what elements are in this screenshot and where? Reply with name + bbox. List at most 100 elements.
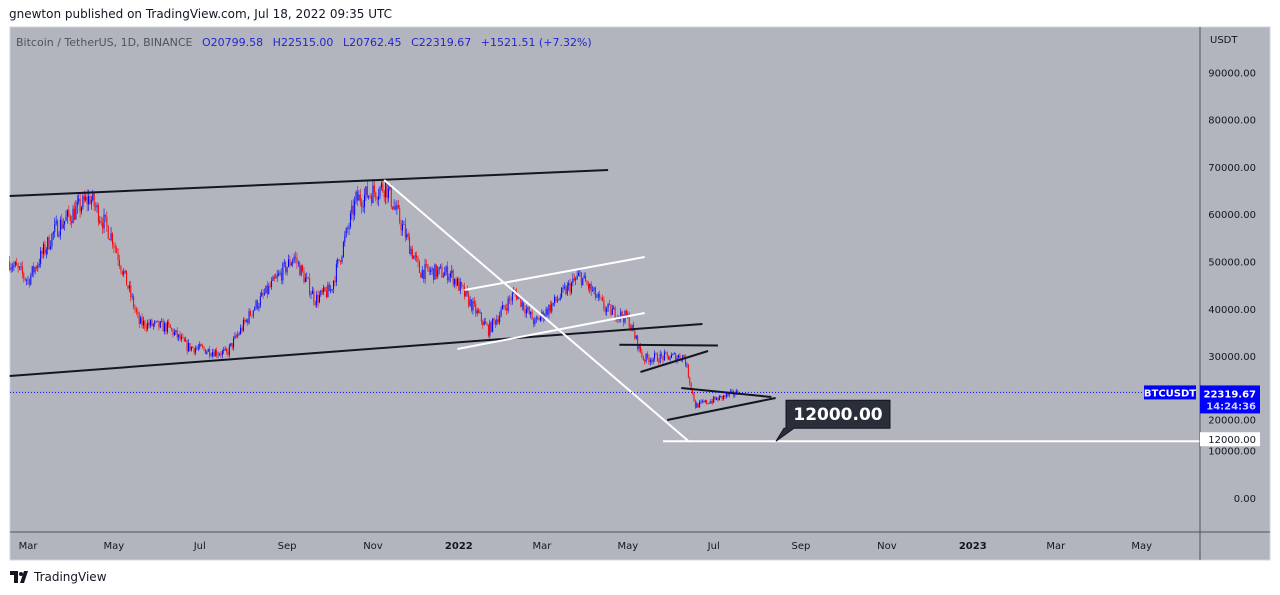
lower-channel-line[interactable] bbox=[9, 322, 703, 377]
candle bbox=[552, 302, 554, 304]
candle bbox=[265, 285, 267, 294]
candle bbox=[30, 275, 32, 285]
candle bbox=[524, 309, 526, 314]
candle bbox=[559, 297, 561, 300]
candle bbox=[431, 268, 433, 271]
tradingview-logo-icon bbox=[10, 571, 28, 583]
candle bbox=[214, 350, 216, 357]
candle bbox=[230, 343, 232, 346]
candle bbox=[447, 266, 449, 281]
candle bbox=[17, 265, 19, 268]
price-axis[interactable]: 90000.00 80000.00 70000.00 60000.00 50000.00… bbox=[1208, 68, 1256, 505]
candle bbox=[47, 237, 49, 250]
candle bbox=[620, 311, 622, 319]
candle bbox=[337, 259, 339, 264]
price-tick-label: 10000.00 bbox=[1208, 447, 1256, 458]
candle bbox=[286, 266, 288, 273]
candle bbox=[685, 356, 687, 366]
candle bbox=[535, 317, 537, 319]
candle bbox=[569, 283, 571, 293]
price-tick-label: 80000.00 bbox=[1208, 116, 1256, 127]
candle bbox=[207, 348, 209, 352]
drawings-layer bbox=[9, 169, 1200, 443]
candle bbox=[327, 284, 329, 298]
candle bbox=[700, 401, 702, 403]
candle bbox=[677, 355, 679, 358]
candle bbox=[479, 312, 481, 314]
candle bbox=[549, 304, 551, 312]
candle bbox=[69, 215, 71, 222]
rising-wedge-lower[interactable] bbox=[457, 312, 645, 350]
candle bbox=[583, 275, 585, 278]
candle bbox=[469, 299, 471, 306]
candle bbox=[614, 307, 616, 319]
candle bbox=[480, 312, 482, 322]
legend-low: L20762.45 bbox=[343, 36, 402, 49]
candle bbox=[366, 186, 368, 198]
candle bbox=[654, 353, 656, 359]
last-price-tag: 22319.67 14:24:36 bbox=[1200, 385, 1260, 414]
time-tick-label: Jul bbox=[193, 541, 206, 552]
candle bbox=[441, 266, 443, 278]
candle bbox=[340, 260, 342, 262]
candle bbox=[693, 392, 695, 401]
candle bbox=[257, 300, 259, 309]
candle bbox=[411, 248, 413, 259]
candle bbox=[299, 262, 301, 276]
candle bbox=[472, 301, 474, 311]
flag-bottom[interactable] bbox=[640, 350, 709, 373]
candle bbox=[437, 269, 439, 277]
diagonal-trendline[interactable] bbox=[383, 179, 690, 442]
candle bbox=[19, 266, 21, 268]
candle bbox=[262, 292, 264, 295]
candle bbox=[463, 286, 465, 297]
candle bbox=[78, 198, 80, 202]
currency-label: USDT bbox=[1210, 35, 1238, 46]
time-axis[interactable]: Mar May Jul Sep Nov 2022 Mar May Jul Sep Nov 2023 Ma… bbox=[19, 541, 1153, 552]
candle bbox=[290, 263, 292, 266]
candle bbox=[548, 304, 550, 315]
candle bbox=[603, 300, 605, 309]
publish-info: gnewton published on TradingView.com, Ju… bbox=[9, 7, 393, 21]
candle bbox=[607, 303, 609, 309]
candle bbox=[113, 244, 115, 247]
price-tick-label: 30000.00 bbox=[1208, 352, 1256, 363]
candle bbox=[52, 231, 54, 234]
candle bbox=[261, 292, 263, 297]
candle bbox=[311, 290, 313, 295]
candle bbox=[378, 195, 380, 200]
candle bbox=[297, 262, 299, 264]
time-tick-label: Nov bbox=[363, 541, 383, 552]
candle bbox=[658, 361, 660, 363]
candle bbox=[204, 349, 206, 354]
tradingview-logo[interactable]: TradingView bbox=[10, 570, 107, 584]
upper-channel-line[interactable] bbox=[9, 169, 609, 197]
candle bbox=[558, 299, 560, 301]
legend-close: C22319.67 bbox=[411, 36, 471, 49]
candle bbox=[387, 188, 389, 199]
triangle-upper[interactable] bbox=[681, 386, 772, 399]
candle bbox=[368, 195, 370, 198]
flag-top[interactable] bbox=[619, 343, 718, 347]
candle bbox=[162, 321, 164, 332]
candle bbox=[703, 401, 705, 403]
triangle-lower[interactable] bbox=[667, 397, 776, 421]
candle bbox=[721, 395, 723, 399]
candle bbox=[425, 263, 427, 265]
rising-wedge-upper[interactable] bbox=[464, 256, 645, 292]
candle bbox=[499, 315, 501, 322]
candle bbox=[34, 267, 36, 273]
target-callout[interactable]: 12000.00 bbox=[775, 399, 891, 442]
candle bbox=[218, 354, 220, 355]
candle bbox=[296, 257, 298, 264]
candle bbox=[648, 357, 650, 363]
candle bbox=[287, 259, 289, 267]
candle bbox=[127, 285, 129, 289]
candle bbox=[397, 205, 399, 209]
candle bbox=[493, 318, 495, 321]
candle bbox=[345, 228, 347, 237]
candle bbox=[568, 283, 570, 286]
candle bbox=[556, 300, 558, 301]
candle bbox=[211, 352, 213, 356]
